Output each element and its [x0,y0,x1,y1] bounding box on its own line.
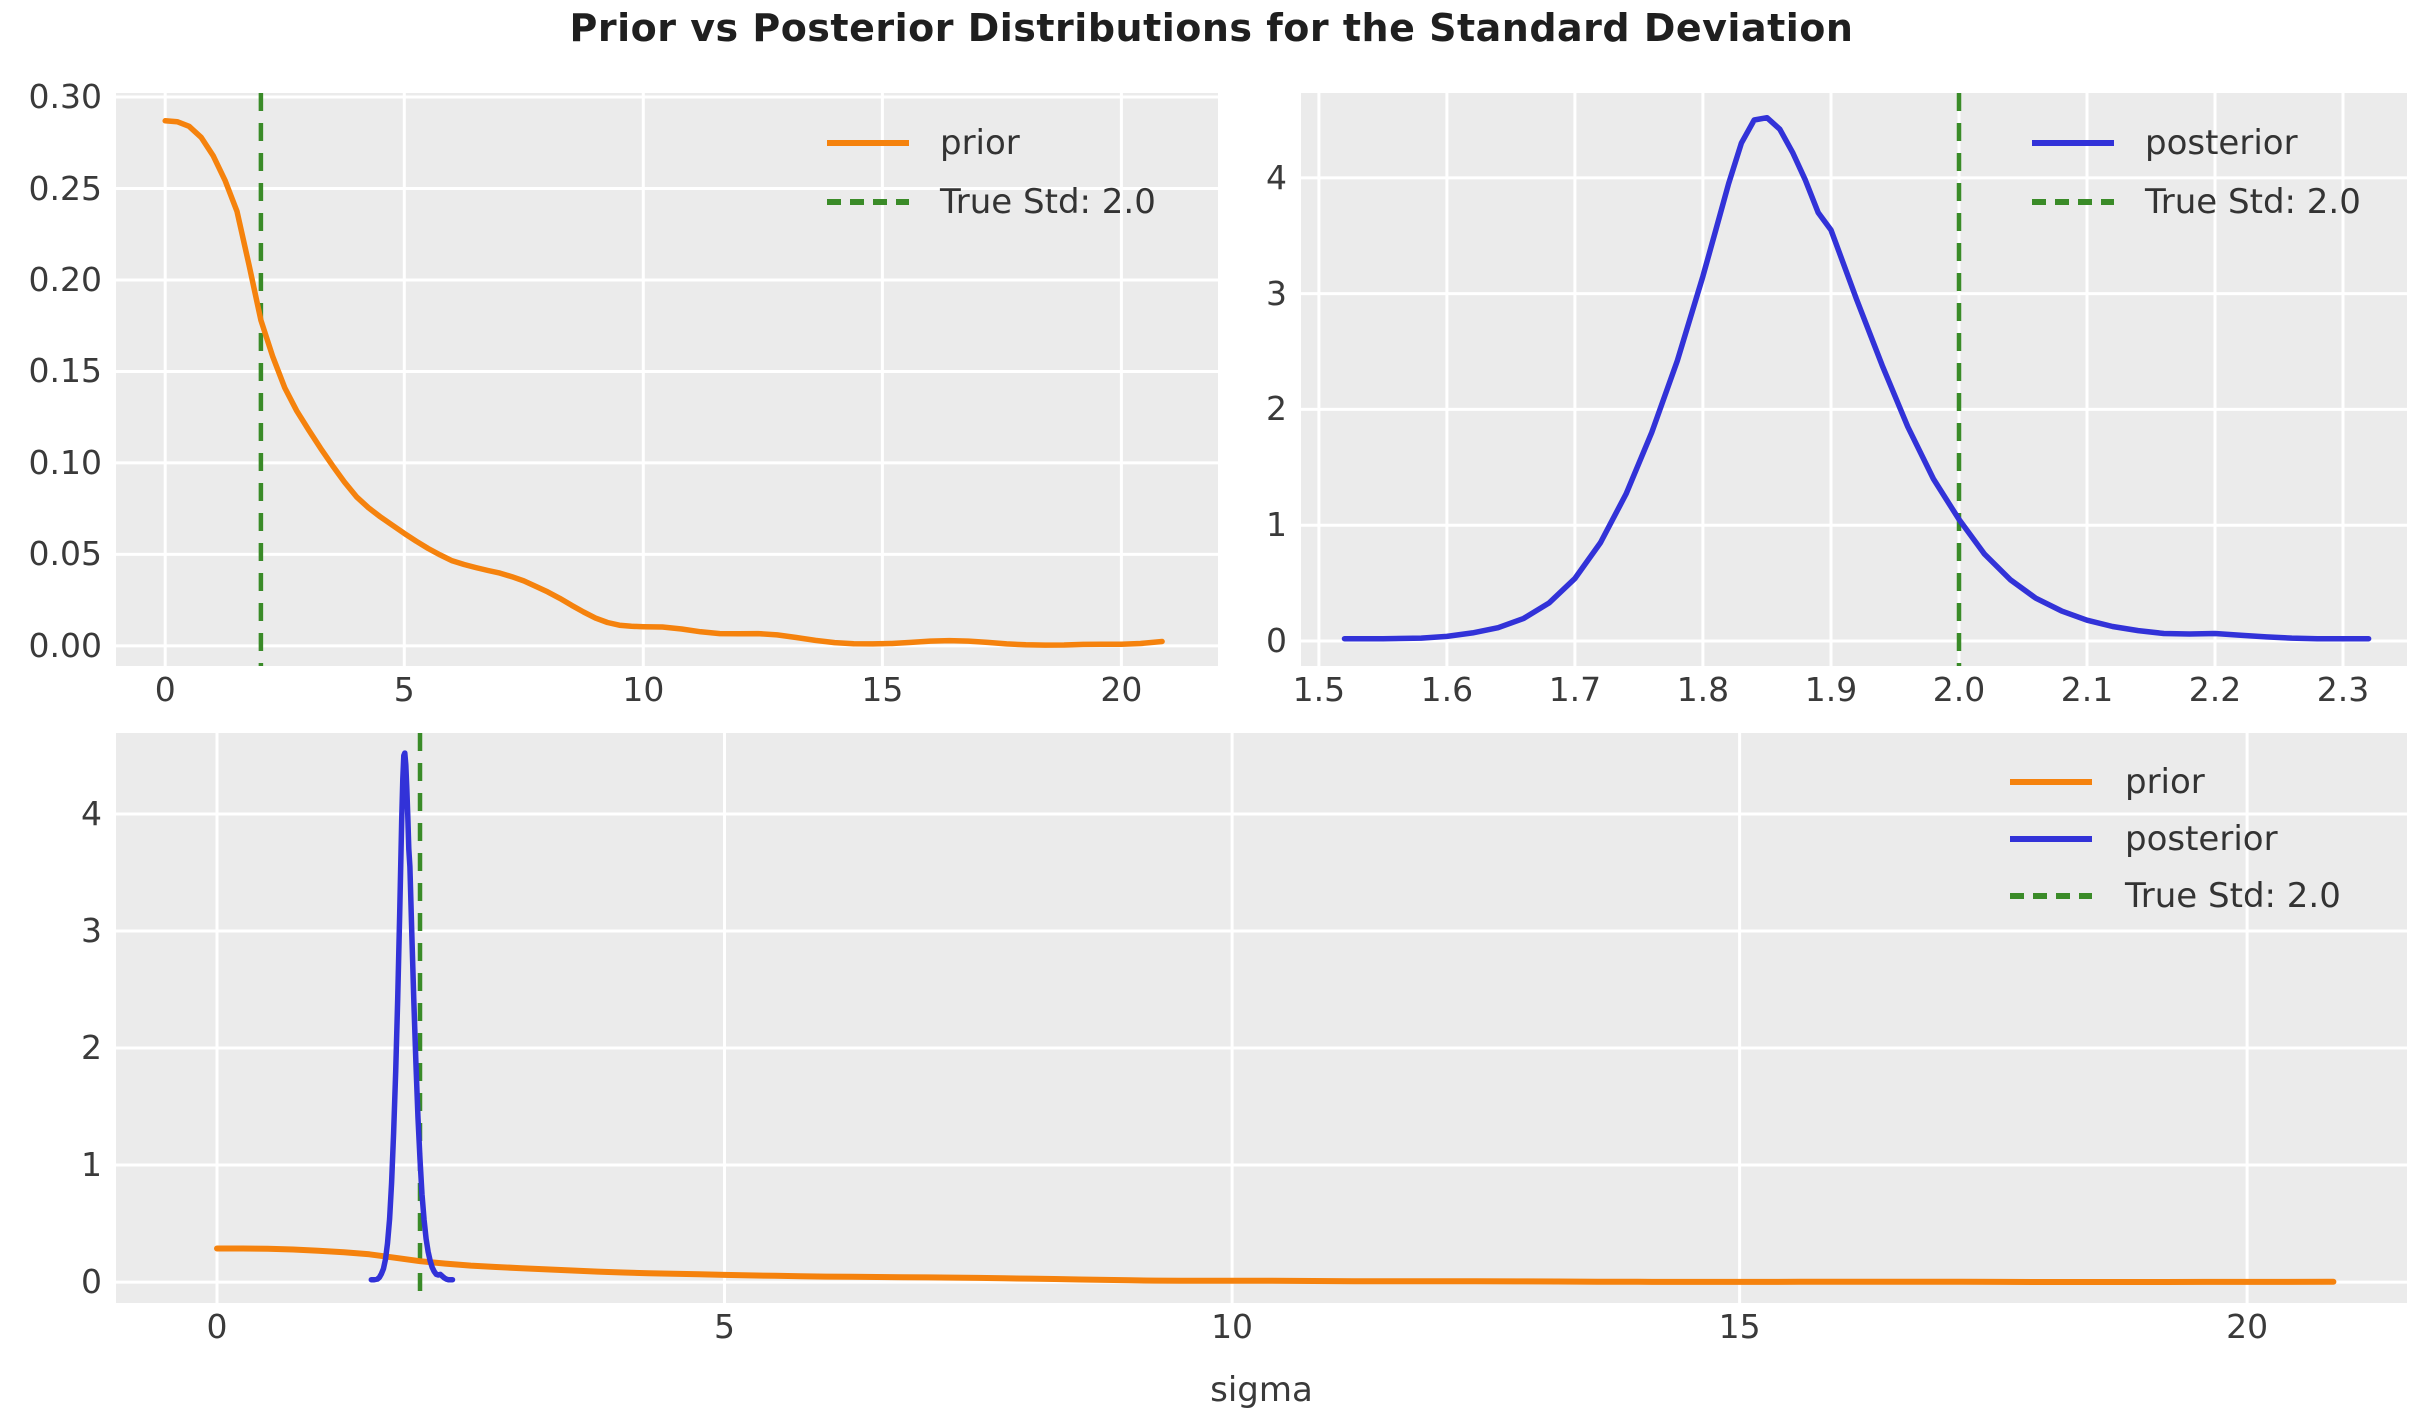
x-tick-label: 1.6 [1420,670,1474,709]
x-tick-label: 10 [1211,1307,1254,1346]
x-tick-label: 15 [861,670,904,709]
y-tick-label: 1 [81,1145,102,1185]
y-tick-label: 0.25 [28,168,102,208]
x-tick-label: 1.7 [1548,670,1602,709]
panel-background [116,733,2407,1303]
posterior-curve [368,750,456,1283]
y-tick-label: 0.00 [28,625,102,665]
y-tick-label: 0.05 [28,534,102,574]
x-tick-label: 0 [206,1307,228,1346]
y-tick-label: 0.15 [28,351,102,391]
legend-label-true_std: True Std: 2.0 [939,182,1156,222]
prior-curve [214,1245,2337,1285]
y-tick-label: 3 [1266,273,1287,313]
y-tick-label: 0.20 [28,259,102,299]
plot-posterior-panel: posterior True Std: 2.0 [1301,93,2407,666]
legend-label-posterior: posterior [2125,819,2278,859]
legend-label-prior: prior [940,123,1020,163]
x-tick-label: 2.2 [2188,670,2242,709]
chart-title: Prior vs Posterior Distributions for the… [569,6,1854,50]
y-tick-label: 0.10 [28,442,102,482]
y-tick-label: 3 [81,910,102,950]
plot-combined-panel: prior posterior True Std: 2.0 [116,733,2407,1303]
y-tick-label: 2 [1266,389,1287,429]
x-tick-label: 2.1 [2060,670,2114,709]
x-tick-label: 10 [622,670,665,709]
y-tick-label: 0 [81,1262,102,1302]
x-tick-label: 20 [1100,670,1143,709]
x-tick-label: 1.5 [1292,670,1346,709]
x-tick-label: 15 [1718,1307,1761,1346]
panel-background [1301,93,2407,666]
legend-label-true_std: True Std: 2.0 [2124,876,2341,916]
y-tick-label: 0 [1266,620,1287,660]
x-axis-label: sigma [1210,1370,1313,1410]
x-tick-label: 5 [714,1307,736,1346]
x-tick-label: 5 [393,670,415,709]
x-tick-label: 1.9 [1804,670,1858,709]
x-tick-label: 1.8 [1676,670,1730,709]
y-tick-label: 1 [1266,505,1287,545]
legend-label-true_std: True Std: 2.0 [2144,182,2361,222]
x-tick-label: 2.0 [1932,670,1986,709]
legend-label-posterior: posterior [2145,123,2298,163]
legend-label-prior: prior [2125,762,2205,802]
x-tick-label: 2.3 [2316,670,2370,709]
x-tick-label: 20 [2226,1307,2269,1346]
y-tick-label: 0.30 [28,77,102,117]
y-tick-label: 2 [81,1028,102,1067]
y-tick-label: 4 [81,793,102,833]
prior-curve [162,118,1165,648]
posterior-curve [1341,114,2372,642]
y-tick-label: 4 [1266,157,1287,197]
plot-prior-panel: prior True Std: 2.0 [116,93,1218,666]
x-tick-label: 0 [154,670,176,709]
